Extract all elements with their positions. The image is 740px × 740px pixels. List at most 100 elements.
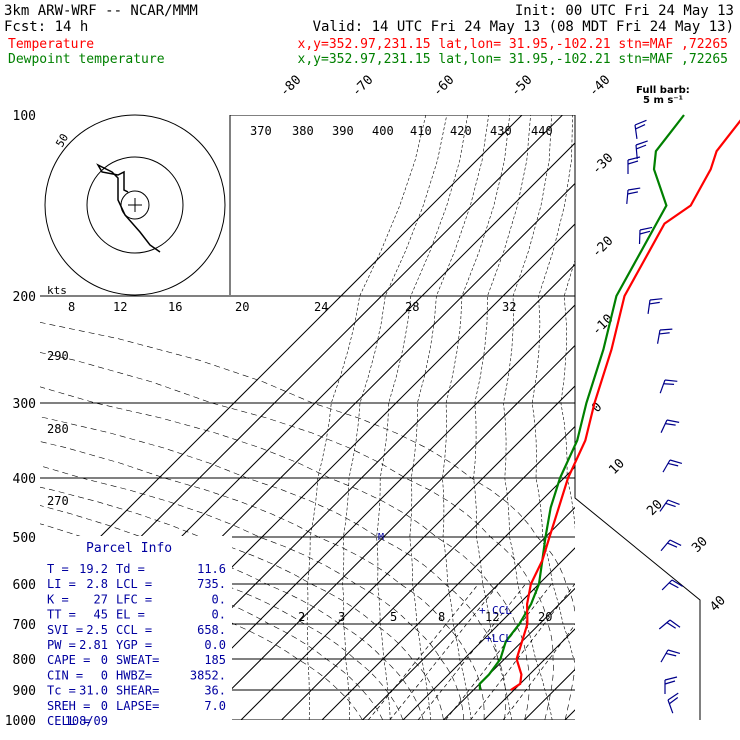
wind-barb-staff [667, 699, 674, 714]
ccl-label: CCL [492, 604, 512, 617]
mixing-ratio-label: 12 [485, 610, 499, 624]
legend-temperature-info: x,y=352.97,231.15 lat,lon= 31.95,-102.21… [298, 37, 728, 52]
parcel-info-cell: 3852. [190, 668, 226, 682]
isotherm-line [159, 304, 575, 720]
header-init-time: Init: 00 UTC Fri 24 May 13 [515, 3, 734, 19]
hodograph-ring-label: 50 [53, 132, 71, 150]
pressure-tick-label: 700 [13, 618, 36, 633]
wind-barb-flag [669, 459, 683, 464]
wind-barb [662, 459, 683, 473]
parcel-info-cell: 11.6 [197, 562, 226, 576]
wind-barb-staff [660, 539, 671, 552]
parcel-info-cell: LI = [47, 577, 76, 591]
wind-barb-flag [668, 582, 679, 589]
wind-barb-flag [665, 502, 676, 508]
wind-barb-flag [635, 140, 648, 146]
parcel-info-cell: HWBZ= [116, 668, 152, 682]
parcel-info-cell: CCL = [116, 623, 152, 637]
pressure-tick-label: 500 [13, 531, 36, 546]
theta-tick-label: 380 [292, 124, 314, 138]
isotherm-line [240, 385, 575, 720]
wind-barb-staff [661, 579, 673, 591]
dry-adiabat-line [503, 115, 553, 720]
parcel-info-cell: EL = [116, 608, 145, 622]
legend-temperature-label: Temperature [8, 37, 94, 52]
hodograph-ring-mid [86, 156, 184, 254]
wind-barb-flag [667, 542, 678, 548]
hodograph-speed-label: 24 [314, 300, 328, 314]
dry-adiabat-line [666, 115, 740, 720]
wind-legend-title: Full barb: [636, 85, 690, 96]
theta-tick-label: 270 [47, 494, 69, 508]
wind-barb-flag [639, 226, 653, 231]
hodograph: 50 kts [40, 114, 231, 297]
parcel-info-cell: CELL = [47, 714, 90, 728]
mixing-ratio-label: 2 [298, 610, 305, 624]
wind-barb [660, 649, 681, 663]
wind-barb [659, 379, 678, 394]
wind-barb-staff [647, 299, 651, 314]
wind-barb-staff [626, 189, 629, 204]
parcel-info-cell: CAPE = [47, 653, 90, 667]
parcel-info-cell: 2.8 [86, 577, 108, 591]
legend-dewpoint-info: x,y=352.97,231.15 lat,lon= 31.95,-102.21… [298, 52, 728, 67]
dewpoint-series-line [478, 114, 685, 691]
theta-tick-label: 370 [250, 124, 272, 138]
isotherm-line [40, 115, 523, 598]
isotherm-line [443, 587, 575, 720]
parcel-info-cell: 27 [94, 592, 108, 606]
wind-barb-flag [627, 156, 641, 161]
wind-barb-flag [665, 423, 676, 426]
wind-barb-staff [660, 419, 668, 433]
hodograph-trace [96, 163, 161, 253]
wind-barb-flag [671, 579, 683, 587]
wind-barb [658, 619, 681, 630]
wind-barb-staff [659, 379, 666, 394]
wind-barb [656, 328, 673, 344]
parcel-info-cell: CIN = [47, 668, 83, 682]
isotherm-tick-label: -80 [277, 73, 304, 100]
theta-tick-label: 440 [531, 124, 553, 138]
header-forecast-hour: Fcst: 14 h [4, 19, 88, 35]
parcel-info-cell: 0 [101, 699, 108, 713]
wind-barb-staff [662, 459, 671, 473]
parcel-markers: + LCL + CCL M [378, 532, 512, 645]
wind-barb-flag [664, 379, 678, 382]
header-valid-time: Valid: 14 UTC Fri 24 May 13 (08 MDT Fri … [313, 19, 734, 35]
isotherm-tick-label: -40 [586, 73, 613, 100]
dry-adiabat-line [692, 115, 740, 720]
moist-adiabat-line [40, 416, 507, 720]
theta-tick-label: 390 [332, 124, 354, 138]
mixing-ratio-line [417, 583, 526, 720]
wind-barb-flag [649, 298, 663, 301]
parcel-info-cell: TT = [47, 608, 76, 622]
wind-barb-flag [664, 680, 676, 685]
wind-barb-flag [659, 332, 670, 335]
wind-barb-flag [667, 499, 680, 505]
ccl-marker: + [479, 604, 486, 617]
wind-legend-value: 5 m s⁻¹ [643, 95, 683, 106]
dry-adiabat-line [560, 259, 575, 530]
wind-barb [634, 119, 647, 139]
parcel-info-cell: 36. [204, 684, 226, 698]
isotherm-line [362, 506, 575, 720]
parcel-info-cell: 7.0 [204, 699, 226, 713]
parcel-info-cell: 31.0 [79, 684, 108, 698]
isotherm-line [483, 628, 575, 720]
pressure-tick-label: 300 [13, 397, 36, 412]
isotherm-line [321, 466, 575, 720]
wind-barb-flag [666, 419, 680, 423]
parcel-info-cell: 658. [197, 623, 226, 637]
wind-barb [659, 499, 680, 512]
pressure-tick-label: 800 [13, 653, 36, 668]
mixing-ratio-label: 20 [538, 610, 552, 624]
hodograph-speed-label: 12 [113, 300, 127, 314]
m-marker: M [378, 532, 384, 543]
parcel-info-cell: SWEAT= [116, 653, 159, 667]
dry-adiabat-line [531, 115, 575, 664]
dry-adiabat-line [376, 115, 468, 720]
parcel-info-cell: 185 [204, 653, 226, 667]
parcel-info-cell: T = [47, 562, 69, 576]
isotherm-tick-label: -20 [589, 234, 616, 261]
moist-adiabat-line [40, 441, 485, 720]
